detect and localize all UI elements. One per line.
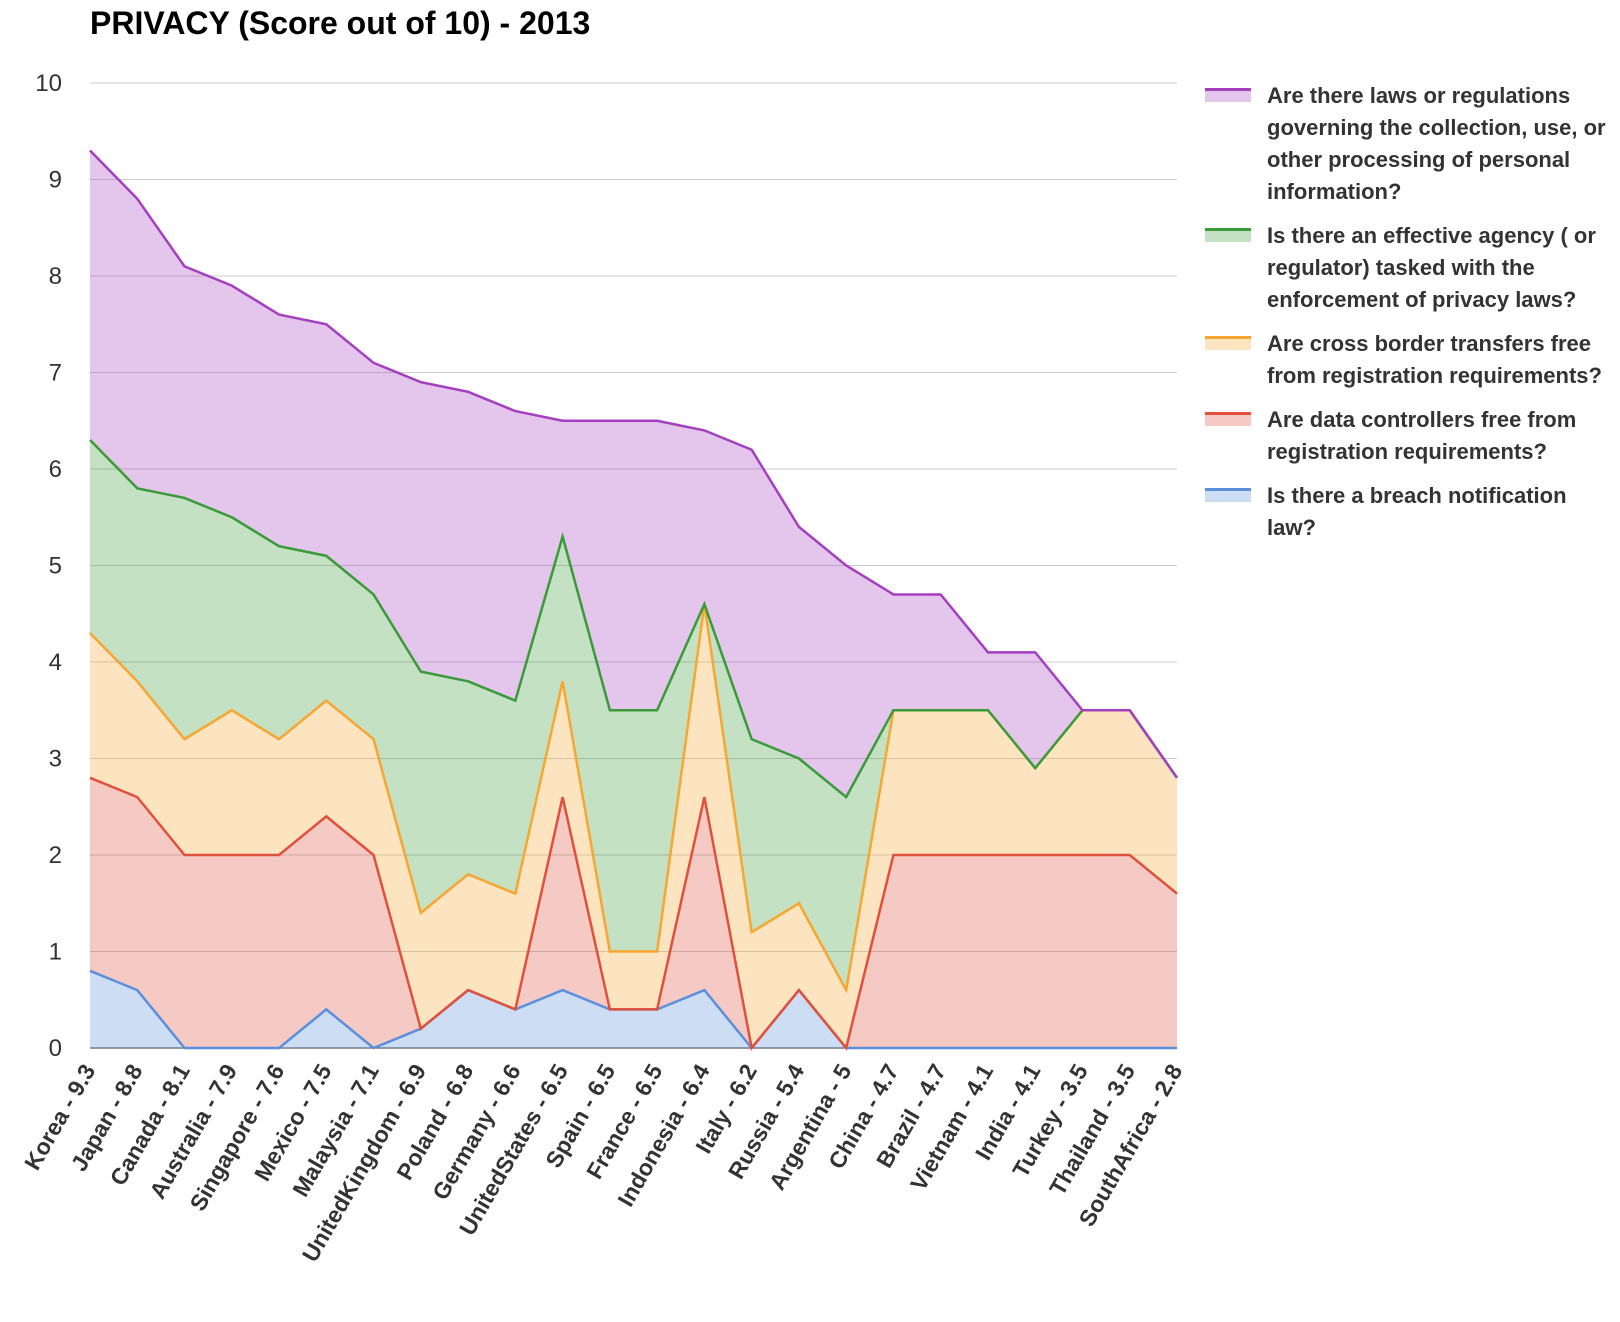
y-tick-label: 1 <box>49 939 62 966</box>
y-tick-label: 4 <box>49 649 62 676</box>
area <box>90 777 1177 1048</box>
y-tick-label: 5 <box>49 553 62 580</box>
series-line <box>89 439 1179 800</box>
legend-label: Are there laws or regulations governing … <box>1267 83 1606 204</box>
legend-swatch <box>1205 88 1251 102</box>
legend-swatch <box>1205 488 1251 502</box>
chart-title: PRIVACY (Score out of 10) - 2013 <box>90 5 590 41</box>
series-line <box>89 776 1178 1051</box>
areas <box>90 150 1177 1048</box>
legend-item: Is there an effective agency ( or regula… <box>1205 220 1615 316</box>
legend-item: Are cross border transfers free from reg… <box>1205 328 1615 392</box>
y-tick-label: 10 <box>35 70 62 97</box>
legend-swatch <box>1205 228 1251 242</box>
y-tick-label: 3 <box>49 746 62 773</box>
y-tick-label: 9 <box>49 167 62 194</box>
area <box>90 150 1177 798</box>
y-tick-label: 8 <box>49 263 62 290</box>
legend-item: Is there a breach notification law? <box>1205 480 1615 544</box>
legend-label: Is there a breach notification law? <box>1267 483 1567 540</box>
y-tick-label: 2 <box>49 842 62 869</box>
legend-item: Are data controllers free from registrat… <box>1205 404 1615 468</box>
area <box>90 440 1177 991</box>
legend-label: Are cross border transfers free from reg… <box>1267 331 1602 388</box>
y-tick-label: 6 <box>49 456 62 483</box>
legend-label: Are data controllers free from registrat… <box>1267 407 1577 464</box>
series-line <box>89 149 1179 779</box>
y-tick-label: 7 <box>49 360 62 387</box>
y-tick-label: 0 <box>49 1035 62 1062</box>
legend: Are there laws or regulations governing … <box>1205 80 1615 544</box>
legend-swatch <box>1205 336 1251 350</box>
area <box>90 604 1177 1048</box>
legend-label: Is there an effective agency ( or regula… <box>1267 223 1596 312</box>
legend-swatch <box>1205 412 1251 426</box>
legend-item: Are there laws or regulations governing … <box>1205 80 1615 208</box>
